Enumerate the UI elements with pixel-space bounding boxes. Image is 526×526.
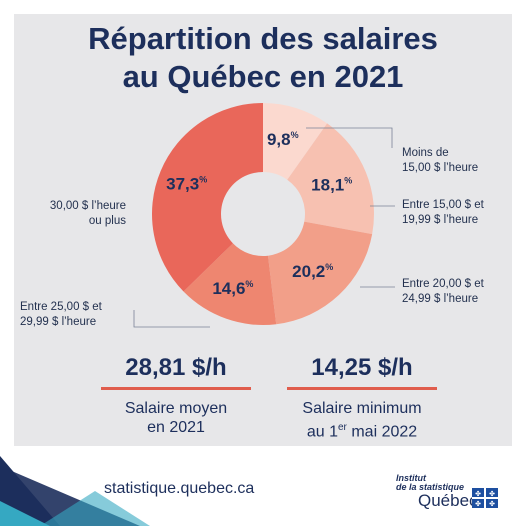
title-line-2: au Québec en 2021 [122,59,404,94]
minimum-salary-caption: Salaire minimum au 1er mai 2022 [302,400,422,441]
logo-caption: Institut de la statistique [396,473,465,492]
label-30-plus: 30,00 $ l’heure ou plus [49,200,126,227]
slice-value-label-4: 37,3% [166,175,207,194]
donut-slice-4 [151,103,263,292]
slice-value-label-1: 18,1% [311,175,352,194]
leader-line-moins-15 [306,127,393,148]
svg-text:✤: ✤ [489,490,495,498]
leader-line-25-29 [133,310,210,328]
footer-decoration [0,456,150,526]
minimum-salary-value: 14,25 $/h [311,354,413,381]
donut-slice-0 [263,103,328,180]
logo-quebec: Québec [418,491,478,510]
donut-slice-2 [268,221,373,325]
page-title: Répartition des salaires au Québec en 20… [0,20,526,96]
title-line-1: Répartition des salaires [88,21,438,56]
label-15-19: Entre 15,00 $ et 19,99 $ l’heure [402,199,484,226]
fleur-de-lis-flag-icon: ✤ ✤ ✤ ✤ [472,488,498,508]
infographic-card [14,14,512,446]
svg-text:✤: ✤ [489,500,495,508]
label-moins-15: Moins de 15,00 $ l’heure [402,147,479,174]
svg-text:✤: ✤ [475,490,481,498]
label-20-24: Entre 20,00 $ et 24,99 $ l’heure [402,278,484,305]
donut-slice-1 [287,123,374,235]
average-salary-underline [101,387,251,390]
slice-value-label-2: 20,2% [292,262,333,281]
average-salary-value: 28,81 $/h [125,354,227,381]
website-link[interactable]: statistique.quebec.ca [104,480,255,497]
donut-slice-3 [183,243,277,325]
slice-value-label-3: 14,6% [212,279,253,298]
svg-text:✤: ✤ [475,500,481,508]
average-salary-caption: Salaire moyen en 2021 [124,400,228,436]
minimum-salary-underline [287,387,437,390]
label-25-29: Entre 25,00 $ et 29,99 $ l’heure [20,301,102,328]
